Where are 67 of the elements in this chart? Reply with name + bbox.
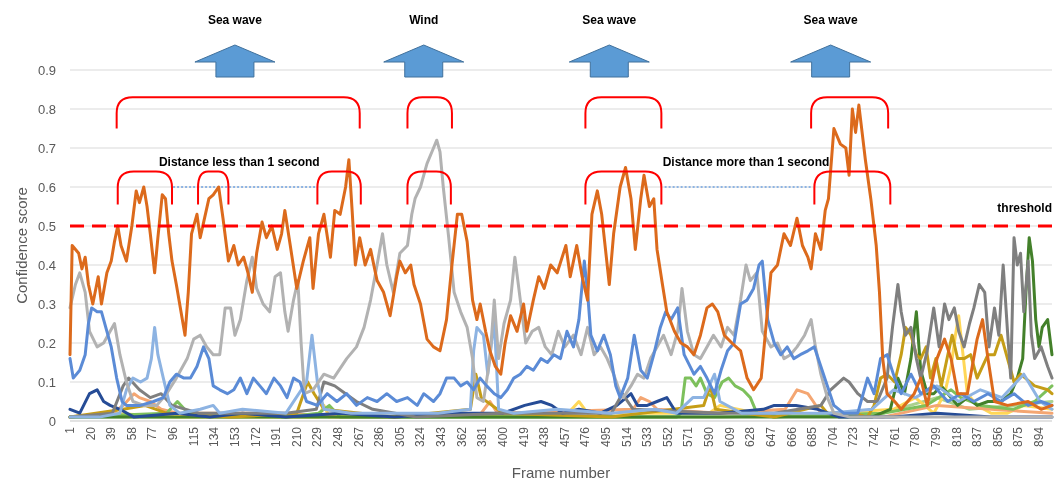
x-tick-label: 799	[928, 426, 943, 448]
x-tick-label: 153	[227, 426, 242, 448]
x-tick-label: 780	[908, 426, 923, 448]
text: Sea wave	[803, 13, 858, 27]
x-tick-label: 305	[392, 426, 407, 448]
x-tick-label: 248	[331, 426, 346, 448]
x-tick-label: 628	[743, 426, 758, 448]
x-tick-label: 267	[351, 426, 366, 448]
x-tick-label: 590	[702, 426, 717, 448]
x-tick-label: 666	[784, 426, 799, 448]
x-tick-label: 761	[887, 426, 902, 448]
x-tick-label: 286	[372, 426, 387, 448]
x-tick-label: 39	[104, 426, 119, 441]
x-tick-label: 495	[599, 426, 614, 448]
x-tick-label: 818	[949, 426, 964, 448]
x-tick-label: 96	[166, 426, 181, 441]
x-tick-label: 837	[970, 426, 985, 448]
x-tick-label: 229	[310, 426, 325, 448]
x-tick-label: 742	[867, 426, 882, 448]
x-tick-label: 210	[289, 426, 304, 448]
x-tick-label: 20	[83, 426, 98, 441]
x-tick-label: 438	[537, 426, 552, 448]
annotation: Distance less than 1 second	[158, 154, 320, 169]
x-tick-label: 609	[722, 426, 737, 448]
x-tick-label: 381	[475, 426, 490, 448]
x-tick-label: 704	[825, 426, 840, 448]
y-axis-title: Confidence score	[12, 187, 30, 304]
x-tick-label: 343	[434, 426, 449, 448]
y-tick-label: 0.2	[37, 335, 56, 351]
y-tick-label: 0.4	[37, 257, 56, 273]
x-tick-label: 552	[660, 426, 675, 448]
x-tick-label: 1	[63, 426, 77, 434]
x-tick-label: 514	[619, 426, 634, 448]
x-tick-label: 685	[805, 426, 820, 448]
y-tick-label: 0.3	[37, 296, 56, 312]
x-tick-label: 115	[186, 426, 201, 447]
x-tick-label: 457	[557, 426, 572, 448]
ref-line-label: threshold	[997, 201, 1052, 215]
x-tick-label: 77	[145, 426, 160, 441]
annotation: Distance more than 1 second	[662, 154, 830, 169]
x-tick-label: 856	[990, 426, 1005, 448]
x-tick-label: 875	[1011, 426, 1026, 448]
x-axis-title: Frame number	[511, 463, 611, 481]
y-tick-label: 0.8	[37, 101, 56, 117]
y-tick-label: 0.9	[37, 62, 56, 78]
x-tick-label: 400	[495, 426, 510, 448]
x-tick-label: 533	[640, 426, 655, 448]
x-tick-label: 134	[207, 426, 222, 448]
x-tick-label: 476	[578, 426, 593, 448]
text: Sea wave	[582, 13, 637, 27]
text: Sea wave	[207, 13, 263, 27]
x-tick-label: 191	[269, 426, 284, 448]
x-tick-label: 172	[248, 426, 263, 448]
x-tick-label: 58	[124, 426, 139, 441]
y-tick-label: 0	[48, 413, 56, 429]
y-tick-label: 0.7	[37, 140, 56, 156]
x-tick-label: 723	[846, 426, 861, 448]
y-tick-label: 0.5	[37, 218, 56, 234]
x-tick-label: 571	[681, 426, 696, 448]
y-tick-label: 0.1	[37, 374, 56, 390]
x-tick-label: 324	[413, 426, 428, 448]
x-tick-label: 894	[1031, 426, 1046, 448]
text: Wind	[409, 13, 439, 27]
y-tick-label: 0.6	[37, 179, 56, 195]
x-tick-label: 647	[763, 426, 778, 448]
x-tick-label: 419	[516, 426, 531, 448]
x-tick-label: 362	[454, 426, 469, 448]
